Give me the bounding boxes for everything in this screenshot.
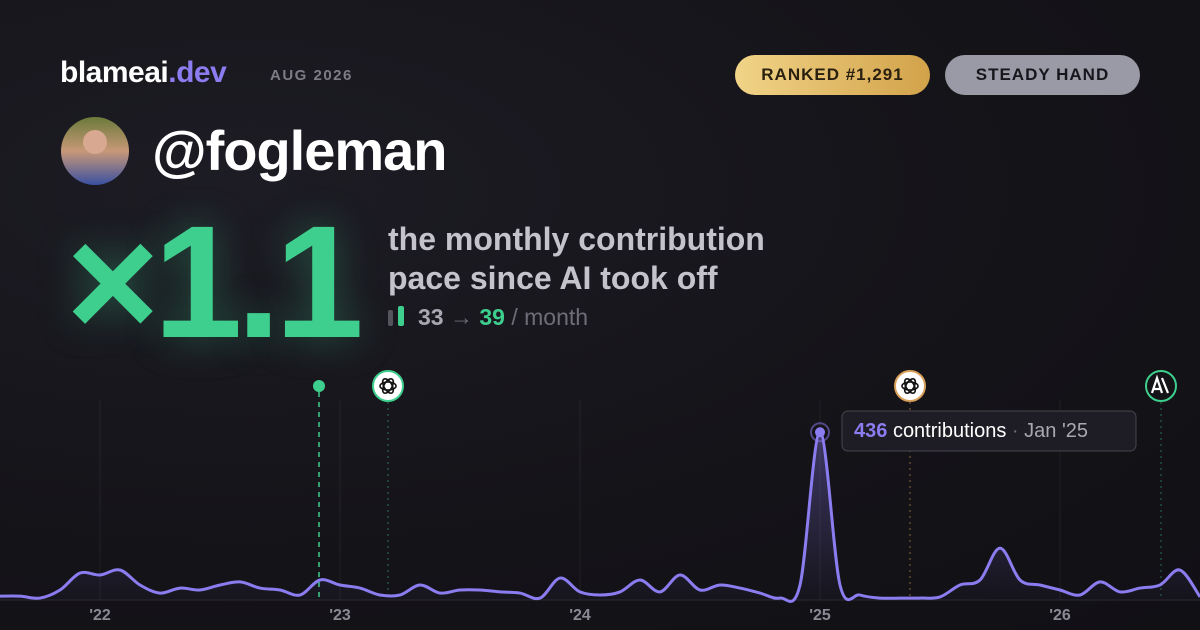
style-badge [945, 55, 1140, 95]
x-tick-label: '23 [329, 607, 351, 624]
x-tick-label: '24 [569, 607, 591, 624]
description: the monthly contribution pace since AI t… [388, 220, 765, 298]
description-line: the monthly contribution [388, 221, 765, 257]
event-markers [313, 370, 1177, 600]
tooltip [841, 410, 1137, 452]
multiplier: ×1.1 [66, 192, 364, 371]
peak-point [815, 427, 825, 438]
tooltip-separator: · [1011, 420, 1019, 442]
anthropic-icon [1145, 370, 1177, 402]
tooltip-value: 436 [854, 420, 888, 442]
line-area [0, 432, 1200, 602]
date: AUG 2026 [270, 67, 353, 84]
pace: 33 → 39 / month [418, 304, 588, 331]
openai-glyph [379, 377, 397, 395]
openai-glyph [901, 377, 919, 395]
x-tick-label: '26 [1049, 607, 1071, 624]
tooltip-text: 436 contributions · Jan '25 [854, 420, 1088, 443]
rank-text: RANKED #1,291 [761, 65, 904, 84]
handle: @fogleman [152, 119, 448, 182]
tooltip-date: Jan '25 [1024, 420, 1089, 442]
openai-icon [894, 370, 926, 402]
anthropic-glyph [1150, 374, 1170, 394]
brand-name: blameai [60, 56, 169, 89]
x-tick-label: '25 [809, 607, 831, 624]
tooltip-label: contributions [892, 420, 1007, 442]
pace-arrow: → [449, 304, 473, 330]
brand: blameai.dev [60, 56, 227, 90]
avatar-face [83, 130, 107, 154]
pace-after: 39 [479, 304, 505, 330]
style-text: STEADY HAND [975, 65, 1110, 84]
metric-icon [388, 310, 393, 326]
metric-icon [398, 306, 404, 326]
description-line: pace since AI took off [388, 260, 718, 296]
openai-icon [372, 370, 404, 402]
pace-before: 33 [418, 304, 444, 330]
line [0, 430, 1200, 603]
rank-badge [735, 55, 930, 95]
pace-unit: / month [511, 304, 589, 330]
brand-tld: .dev [168, 56, 227, 89]
x-tick-label: '22 [89, 607, 111, 624]
event-dot [313, 380, 325, 392]
peak-ring [810, 422, 830, 443]
